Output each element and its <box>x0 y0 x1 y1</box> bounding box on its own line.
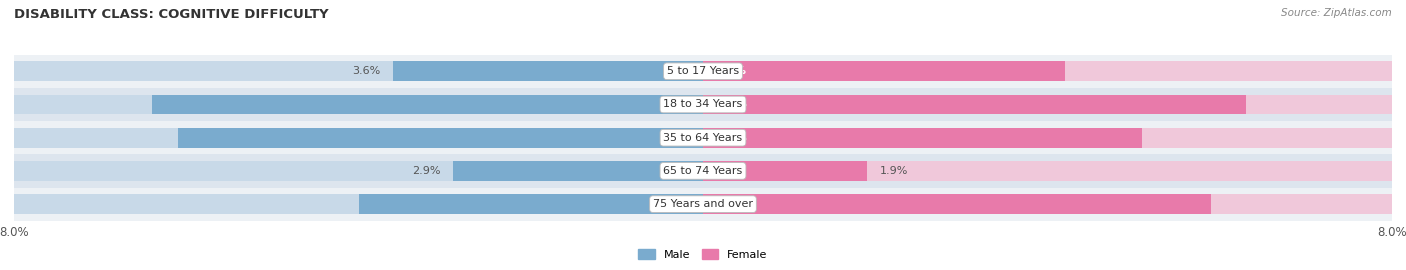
Text: 18 to 34 Years: 18 to 34 Years <box>664 99 742 110</box>
Bar <box>152 94 703 114</box>
Bar <box>703 94 1246 114</box>
Text: 2.9%: 2.9% <box>412 166 440 176</box>
Text: Source: ZipAtlas.com: Source: ZipAtlas.com <box>1281 8 1392 18</box>
Bar <box>14 154 1392 188</box>
Bar <box>703 194 1392 214</box>
Bar <box>14 194 703 214</box>
Bar <box>703 128 1142 148</box>
Text: 6.3%: 6.3% <box>716 99 747 110</box>
Text: 3.6%: 3.6% <box>352 66 380 76</box>
Bar <box>177 128 703 148</box>
Text: 5.9%: 5.9% <box>716 199 747 209</box>
Bar <box>703 194 1211 214</box>
Bar <box>14 88 1392 121</box>
Text: 35 to 64 Years: 35 to 64 Years <box>664 133 742 143</box>
Bar <box>392 61 703 81</box>
Bar <box>703 161 866 181</box>
Bar <box>453 161 703 181</box>
Text: 1.9%: 1.9% <box>880 166 908 176</box>
Bar <box>14 128 703 148</box>
Text: 6.1%: 6.1% <box>659 133 690 143</box>
Bar <box>703 94 1392 114</box>
Bar <box>14 188 1392 221</box>
Text: 5 to 17 Years: 5 to 17 Years <box>666 66 740 76</box>
Bar <box>359 194 703 214</box>
Legend: Male, Female: Male, Female <box>634 245 772 264</box>
Bar <box>14 121 1392 154</box>
Text: 4.2%: 4.2% <box>716 66 747 76</box>
Bar <box>14 161 703 181</box>
Text: 65 to 74 Years: 65 to 74 Years <box>664 166 742 176</box>
Bar <box>703 128 1392 148</box>
Bar <box>14 61 703 81</box>
Text: 6.4%: 6.4% <box>659 99 690 110</box>
Bar <box>703 61 1064 81</box>
Bar <box>14 94 703 114</box>
Text: DISABILITY CLASS: COGNITIVE DIFFICULTY: DISABILITY CLASS: COGNITIVE DIFFICULTY <box>14 8 329 21</box>
Text: 5.1%: 5.1% <box>716 133 747 143</box>
Bar <box>703 161 1392 181</box>
Bar <box>703 61 1392 81</box>
Text: 4.0%: 4.0% <box>659 199 690 209</box>
Bar <box>14 55 1392 88</box>
Text: 75 Years and over: 75 Years and over <box>652 199 754 209</box>
